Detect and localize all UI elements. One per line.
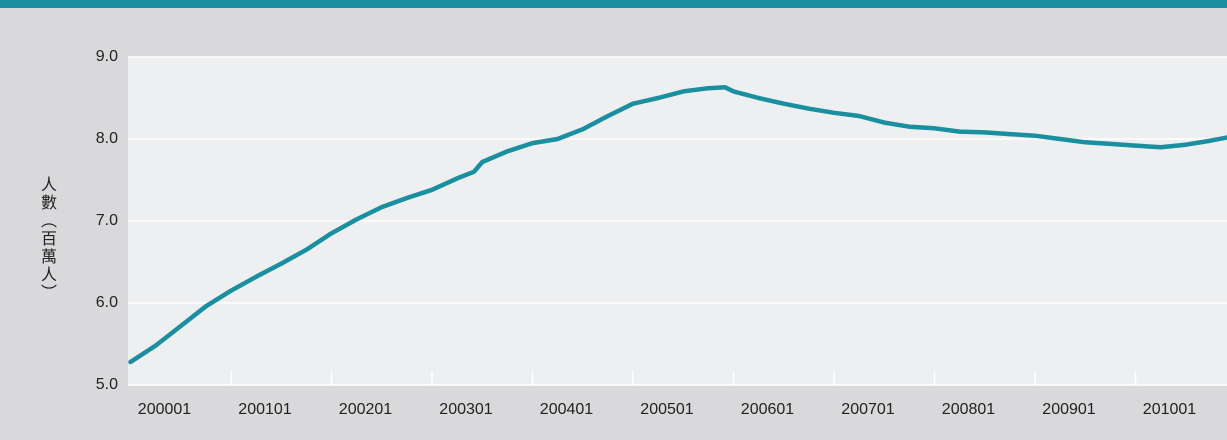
y-tick-label: 8.0	[96, 130, 118, 147]
x-tick-label: 200201	[339, 401, 392, 418]
y-axis-label: 人數（百萬人）	[38, 176, 55, 302]
x-tick-label: 200001	[138, 401, 191, 418]
x-tick-label: 200601	[741, 401, 794, 418]
x-tick-label: 200401	[540, 401, 593, 418]
y-tick-label: 7.0	[96, 212, 118, 229]
y-tick-label: 9.0	[96, 48, 118, 65]
x-tick-label: 200501	[640, 401, 693, 418]
x-tick-label: 200901	[1042, 401, 1095, 418]
x-tick-label: 200301	[439, 401, 492, 418]
y-tick-label: 5.0	[96, 376, 118, 393]
y-tick-label: 6.0	[96, 294, 118, 311]
x-tick-label: 200101	[238, 401, 291, 418]
x-tick-label: 200801	[942, 401, 995, 418]
x-tick-label: 201001	[1143, 401, 1196, 418]
top-bar	[0, 0, 1227, 8]
x-tick-label: 200701	[841, 401, 894, 418]
line	[128, 85, 1227, 365]
